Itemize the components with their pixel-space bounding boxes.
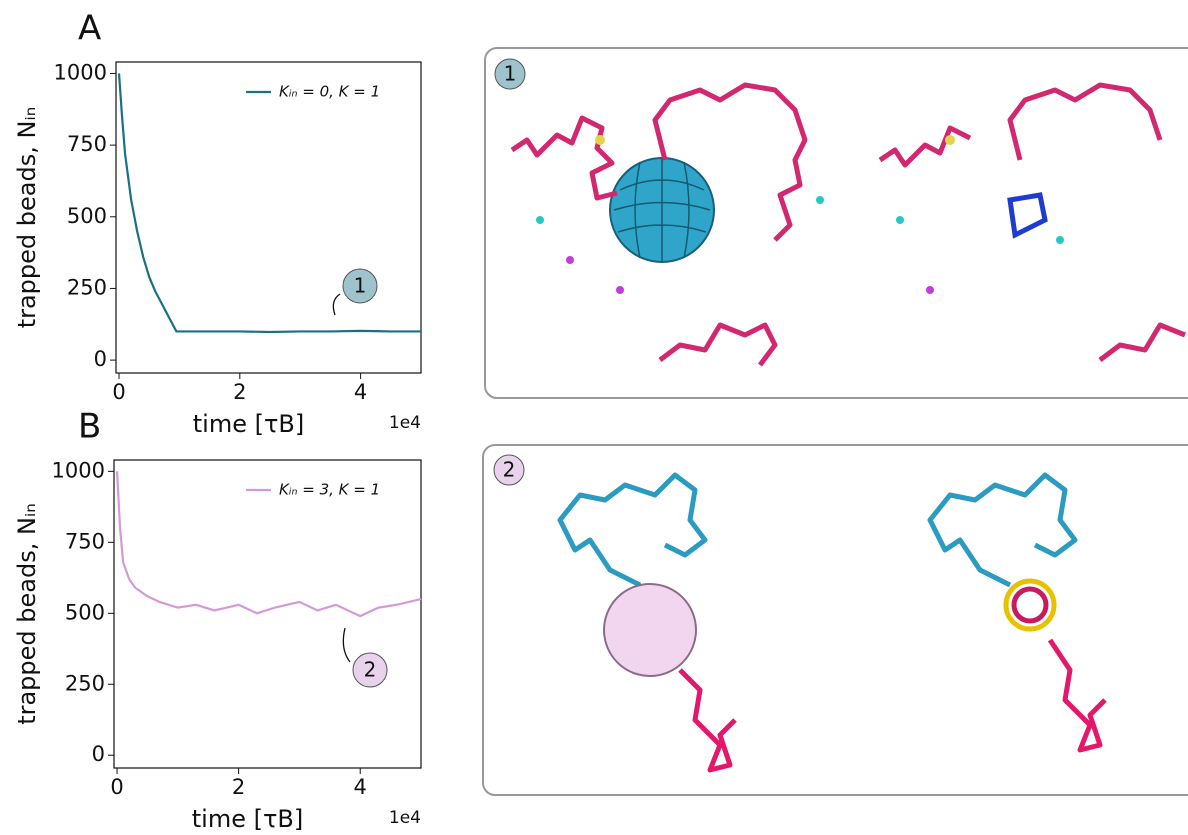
annotation-arrow: [342, 627, 351, 663]
x-tick-label: 0: [110, 775, 123, 799]
x-axis-label: time [τB]: [192, 805, 304, 833]
x-tick-label: 0: [112, 380, 125, 404]
x-tick-label: 4: [354, 775, 367, 799]
y-tick-label: 0: [92, 742, 105, 766]
annotation-badge: [342, 268, 378, 304]
plot-frame: [115, 61, 422, 374]
y-axis-label: trapped beads, Nᵢₙ: [13, 107, 41, 329]
y-axis-label: trapped beads, Nᵢₙ: [13, 503, 41, 725]
panel-label: A: [78, 9, 101, 49]
render-panel-b: [482, 444, 1188, 796]
badge: [494, 58, 526, 90]
data-line: [117, 73, 421, 334]
panel-label: B: [78, 407, 101, 447]
y-tick-label: 500: [67, 204, 107, 228]
badge-label: 2: [503, 458, 516, 482]
annotation-label: 2: [364, 658, 377, 682]
badge-label: 1: [504, 62, 517, 86]
y-tick-label: 0: [94, 347, 107, 371]
legend-label: Kᵢₙ = 3, K = 1: [279, 481, 380, 499]
plot-frame: [113, 459, 422, 769]
x-axis-label: time [τB]: [193, 410, 305, 438]
x-tick-label: 2: [233, 380, 246, 404]
y-tick-label: 250: [65, 671, 105, 695]
offset-text: 1e4: [389, 413, 421, 433]
offset-text: 1e4: [389, 808, 421, 828]
x-tick-label: 4: [354, 380, 367, 404]
y-tick-label: 500: [65, 600, 105, 624]
data-line: [115, 471, 422, 618]
annotation-badge: [352, 652, 388, 688]
y-tick-label: 1000: [52, 458, 105, 482]
badge: [493, 454, 525, 486]
annotation-label: 1: [354, 274, 367, 298]
legend-label: Kᵢₙ = 0, K = 1: [279, 83, 380, 101]
y-tick-label: 1000: [54, 60, 107, 84]
x-tick-label: 2: [232, 775, 245, 799]
annotation-arrow: [332, 293, 341, 316]
y-tick-label: 250: [67, 275, 107, 299]
y-tick-label: 750: [65, 529, 105, 553]
y-tick-label: 750: [67, 132, 107, 156]
render-panel-a: [484, 47, 1188, 399]
